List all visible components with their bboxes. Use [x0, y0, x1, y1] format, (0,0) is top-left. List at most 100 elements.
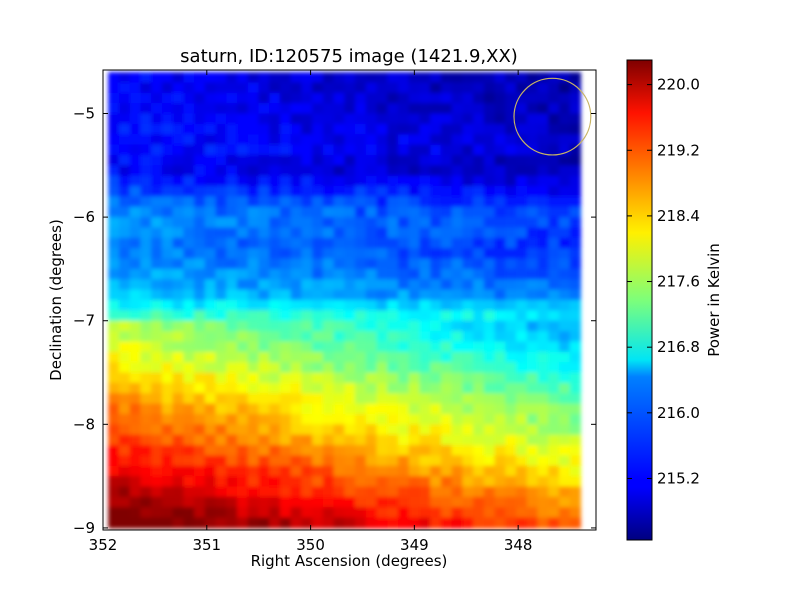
heatmap-cell	[247, 362, 260, 374]
heatmap-cell	[247, 134, 260, 146]
heatmap-cell	[226, 434, 238, 446]
heatmap-cell	[236, 310, 249, 322]
heatmap-cell	[558, 507, 571, 519]
heatmap-cell	[129, 82, 141, 94]
heatmap-cell	[365, 331, 378, 343]
heatmap-cell	[558, 382, 571, 394]
heatmap-cell	[462, 310, 474, 322]
heatmap-cell	[129, 424, 141, 436]
heatmap-cell	[397, 393, 410, 405]
heatmap-cell	[172, 351, 184, 363]
heatmap-cell	[118, 465, 131, 477]
heatmap-cell	[440, 92, 453, 104]
heatmap-cell	[247, 455, 260, 467]
heatmap-cell	[505, 217, 517, 229]
heatmap-cell	[440, 175, 453, 187]
heatmap-cell	[537, 496, 549, 508]
heatmap-cell	[301, 82, 313, 94]
heatmap-cell	[236, 341, 249, 353]
heatmap-cell	[258, 445, 270, 457]
heatmap-cell	[516, 144, 528, 156]
heatmap-cell	[505, 320, 517, 332]
heatmap-cell	[473, 227, 485, 239]
heatmap-cell	[516, 258, 528, 270]
heatmap-cell	[408, 300, 421, 311]
heatmap-cell	[365, 445, 378, 457]
heatmap-cell	[226, 206, 238, 218]
heatmap-cell	[548, 476, 560, 488]
heatmap-cell	[279, 92, 292, 104]
heatmap-cell	[440, 165, 453, 177]
heatmap-cell	[569, 134, 582, 146]
heatmap-cell	[172, 310, 184, 322]
heatmap-cell	[355, 217, 367, 229]
heatmap-cell	[537, 123, 549, 135]
heatmap-cell	[129, 372, 141, 384]
heatmap-cell	[505, 455, 517, 467]
heatmap-cell	[194, 206, 206, 218]
heatmap-cell	[172, 123, 184, 135]
heatmap-cell	[558, 424, 571, 436]
heatmap-cell	[408, 403, 421, 415]
heatmap-cell	[140, 382, 152, 394]
heatmap-cell	[172, 237, 184, 249]
heatmap-cell	[183, 382, 195, 394]
heatmap-cell	[430, 393, 442, 405]
heatmap-cell	[376, 486, 388, 498]
heatmap-cell	[355, 310, 367, 322]
heatmap-cell	[430, 403, 442, 415]
heatmap-cell	[204, 445, 217, 457]
heatmap-cell	[312, 372, 324, 384]
heatmap-cell	[505, 331, 517, 343]
heatmap-cell	[204, 154, 217, 166]
heatmap-cell	[172, 279, 184, 291]
heatmap-cell	[505, 372, 517, 384]
heatmap-cell	[408, 248, 421, 260]
heatmap-cell	[118, 196, 131, 208]
heatmap-cell	[183, 175, 195, 187]
heatmap-cell	[279, 196, 292, 208]
heatmap-cell	[226, 258, 238, 270]
heatmap-cell	[376, 144, 388, 156]
heatmap-cell	[537, 196, 549, 208]
heatmap-cell	[483, 486, 496, 498]
heatmap-cell	[408, 113, 421, 125]
heatmap-cell	[183, 300, 195, 311]
heatmap-cell	[108, 445, 120, 457]
heatmap-cell	[355, 434, 367, 446]
heatmap-cell	[526, 382, 539, 394]
heatmap-cell	[290, 496, 302, 508]
heatmap-cell	[108, 186, 120, 197]
heatmap-cell	[236, 393, 249, 405]
heatmap-cell	[462, 154, 474, 166]
heatmap-cell	[290, 393, 302, 405]
heatmap-cell	[365, 248, 378, 260]
heatmap-cell	[322, 175, 335, 187]
heatmap-cell	[408, 268, 421, 280]
heatmap-cell	[290, 175, 302, 187]
heatmap-cell	[183, 362, 195, 374]
heatmap-cell	[236, 362, 249, 374]
heatmap-cell	[365, 134, 378, 146]
heatmap-cell	[408, 517, 421, 529]
heatmap-cell	[204, 413, 217, 425]
heatmap-cell	[430, 465, 442, 477]
heatmap-cell	[108, 72, 120, 84]
heatmap-cell	[473, 310, 485, 322]
heatmap-cell	[494, 92, 506, 104]
heatmap-cell	[247, 237, 260, 249]
heatmap-cell	[397, 113, 410, 125]
heatmap-cell	[172, 206, 184, 218]
heatmap-cell	[483, 351, 496, 363]
heatmap-cell	[419, 341, 431, 353]
heatmap-cell	[215, 320, 227, 332]
heatmap-cell	[183, 434, 195, 446]
heatmap-cell	[301, 186, 313, 197]
colorbar-tick-label: 220.0	[657, 76, 700, 94]
heatmap-cell	[440, 351, 453, 363]
x-tick-label: 350	[296, 536, 325, 554]
heatmap-cell	[376, 455, 388, 467]
heatmap-cell	[419, 134, 431, 146]
x-tick-label: 349	[400, 536, 429, 554]
heatmap-cell	[161, 320, 174, 332]
